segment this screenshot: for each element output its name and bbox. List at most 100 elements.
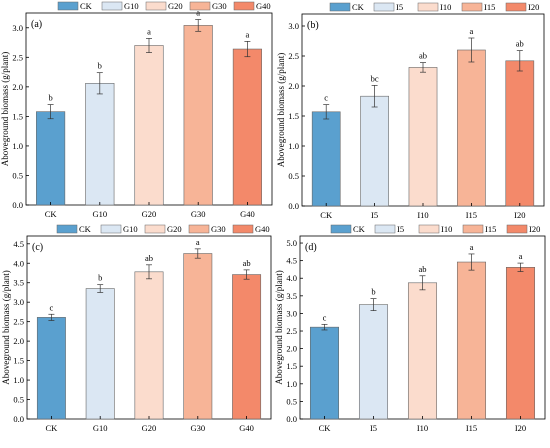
significance-letter: c [323,312,327,322]
y-tick-label: 3.0 [288,21,299,31]
x-tick-label: G20 [142,209,157,219]
legend-label: G10 [123,224,138,234]
bar-ck [309,326,340,420]
legend-swatch [329,2,351,12]
legend: CK G10 G20 G30 G40 [56,224,270,234]
panel-label: (c) [32,242,43,253]
y-tick-label: 3.0 [286,308,297,318]
legend-swatch [505,2,527,12]
y-tick-label: 4.0 [13,258,24,268]
bar-g10 [85,288,115,420]
y-tick-label: 0.5 [286,396,297,406]
legend: CK I5 I10 I15 I20 [330,224,540,234]
y-tick-label: 1.0 [13,375,24,385]
legend-label: G30 [212,1,227,11]
bar-i20 [505,60,535,207]
significance-letter: ab [145,253,153,263]
legend-swatch [144,224,166,234]
legend-label: I15 [485,224,496,234]
chart-panel-2: 0.0 0.5 1.0 1.5 2.0 2.5 3.0 Aboveground biomass… [276,2,545,220]
y-tick-label: 1.0 [288,141,299,151]
x-tick-label: G30 [191,209,206,219]
bar-ck [311,111,341,207]
x-tick-label: G10 [93,423,108,433]
x-tick-label: I10 [417,210,428,220]
y-tick-label: 0.0 [286,414,297,424]
bar-g30 [183,25,213,206]
y-tick-label: 1.5 [288,111,299,121]
chart-panel-1: 0.0 0.5 1.0 1.5 2.0 2.5 3.0 Aboveground biomass… [0,1,273,219]
legend-swatch [233,1,255,11]
bar-g20 [134,271,164,420]
legend: CK G10 G20 G30 G40 [57,1,271,11]
legend-swatch [374,224,396,234]
bar-i5 [360,95,389,207]
x-tick-label: G20 [142,423,157,433]
legend-label: I10 [441,224,452,234]
legend-label: CK [353,224,366,234]
legend-swatch [461,2,483,12]
significance-letter: a [147,26,151,36]
y-tick-label: 0.5 [13,395,24,405]
legend-swatch [417,2,439,12]
y-axis-label: Aboveground biomass (g/plant) [0,52,10,166]
bar-i10 [408,67,438,207]
legend-label: CK [79,224,92,234]
x-tick-label: G40 [240,209,255,219]
significance-letter: b [98,61,102,71]
legend-label: I20 [529,224,540,234]
bar-i10 [407,282,438,420]
bar-ck [36,317,66,420]
x-tick-label: G40 [239,423,254,433]
significance-letter: a [196,7,200,17]
significance-letter: a [470,26,474,36]
bar-g30 [183,253,213,420]
significance-letter: a [246,29,250,39]
x-tick-label: I5 [371,210,378,220]
legend-swatch [232,224,254,234]
y-axis-label: Aboveground biomass (g/plant) [276,53,286,167]
bar-g20 [134,45,164,206]
x-tick-label: I10 [417,423,428,433]
y-axis-label: Aboveground biomass (g/plant) [274,270,284,384]
y-tick-label: 4.5 [286,256,297,266]
y-tick-label: 2.5 [12,52,23,62]
significance-letter: ab [418,264,426,274]
bar-g10 [85,83,115,206]
legend-label: CK [352,2,365,12]
bar-i5 [358,304,389,420]
y-tick-label: 0.0 [13,414,24,424]
x-tick-label: I15 [466,423,477,433]
legend-label: I5 [397,224,404,234]
legend: CK I5 I10 I15 I20 [329,2,539,12]
x-tick-label: CK [320,210,333,220]
legend-label: G40 [256,1,271,11]
legend-swatch [189,1,211,11]
y-tick-label: 2.5 [286,326,297,336]
y-tick-label: 3.5 [286,291,297,301]
bar-g40 [232,48,262,206]
legend-label: G10 [124,1,139,11]
significance-letter: b [98,273,102,283]
y-tick-label: 1.5 [12,111,23,121]
chart-panel-4: 0.0 0.5 1.0 1.5 2.0 2.5 3.0 3.5 4.0 4.5 5.0 Abovegr… [274,224,546,433]
bar-i15 [457,49,486,207]
legend-label: G40 [255,224,270,234]
x-tick-label: CK [45,209,58,219]
legend-label: G20 [168,1,183,11]
y-tick-label: 4.5 [13,239,24,249]
legend-label: CK [80,1,93,11]
y-tick-label: 0.0 [288,201,299,211]
y-tick-label: 2.5 [13,317,24,327]
significance-letter: ab [243,258,251,268]
y-tick-label: 2.0 [12,82,23,92]
y-tick-label: 1.0 [286,379,297,389]
significance-letter: c [50,302,54,312]
legend-swatch [462,224,484,234]
x-tick-label: I5 [370,423,377,433]
significance-letter: a [470,242,474,252]
x-tick-label: G10 [92,209,107,219]
y-tick-label: 2.0 [286,344,297,354]
y-tick-label: 3.0 [13,297,24,307]
chart-panel-3: 0.0 0.5 1.0 1.5 2.0 2.5 3.0 3.5 4.0 4.5 Abovegroun… [1,224,272,433]
